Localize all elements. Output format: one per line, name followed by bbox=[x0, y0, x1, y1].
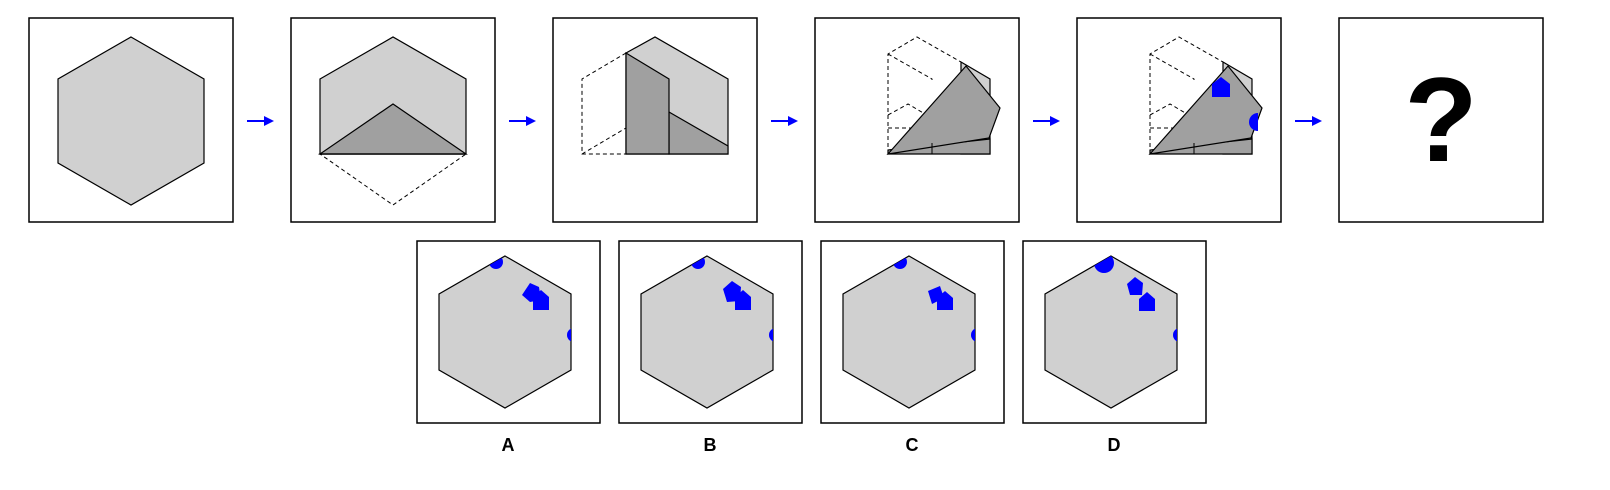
step-2-panel bbox=[290, 17, 496, 223]
step-1-panel bbox=[28, 17, 234, 223]
paper-hexagon bbox=[57, 36, 205, 206]
answer-panel: ? bbox=[1338, 17, 1544, 223]
arrow-1 bbox=[247, 116, 274, 126]
step-3-panel bbox=[552, 17, 758, 223]
arrow-2 bbox=[509, 116, 536, 126]
step-5-panel bbox=[1076, 17, 1282, 223]
question-mark: ? bbox=[1404, 53, 1477, 187]
option-d[interactable]: D bbox=[1022, 240, 1207, 455]
house-hole-icon bbox=[937, 291, 953, 310]
half-circle-hole-icon bbox=[971, 328, 975, 342]
step-4-panel bbox=[814, 17, 1020, 223]
paper-upper-part bbox=[319, 36, 467, 155]
half-circle-hole-icon bbox=[769, 328, 773, 342]
half-circle-hole-icon bbox=[1173, 328, 1177, 342]
option-b[interactable]: B bbox=[618, 240, 803, 455]
house-hole-icon bbox=[533, 290, 549, 310]
folded-flap-left bbox=[625, 51, 670, 155]
option-label: A bbox=[502, 435, 515, 455]
house-hole-icon bbox=[1212, 77, 1230, 97]
house-hole-icon bbox=[735, 290, 751, 310]
half-circle-hole-icon bbox=[567, 328, 571, 342]
fold-outline bbox=[581, 52, 627, 155]
fold-outline bbox=[887, 36, 962, 154]
fold-outline bbox=[1149, 36, 1224, 154]
option-label: D bbox=[1108, 435, 1121, 455]
house-hole-icon bbox=[1139, 292, 1155, 311]
half-circle-hole-icon bbox=[1249, 113, 1258, 131]
arrow-3 bbox=[771, 116, 798, 126]
option-c[interactable]: C bbox=[820, 240, 1005, 455]
folded-corner bbox=[1148, 65, 1263, 155]
option-label: B bbox=[704, 435, 717, 455]
arrow-5 bbox=[1295, 116, 1322, 126]
option-label: C bbox=[906, 435, 919, 455]
folded-corner bbox=[886, 65, 1001, 155]
arrow-4 bbox=[1033, 116, 1060, 126]
option-a[interactable]: A bbox=[416, 240, 601, 455]
house-hole-icon bbox=[1127, 277, 1143, 295]
